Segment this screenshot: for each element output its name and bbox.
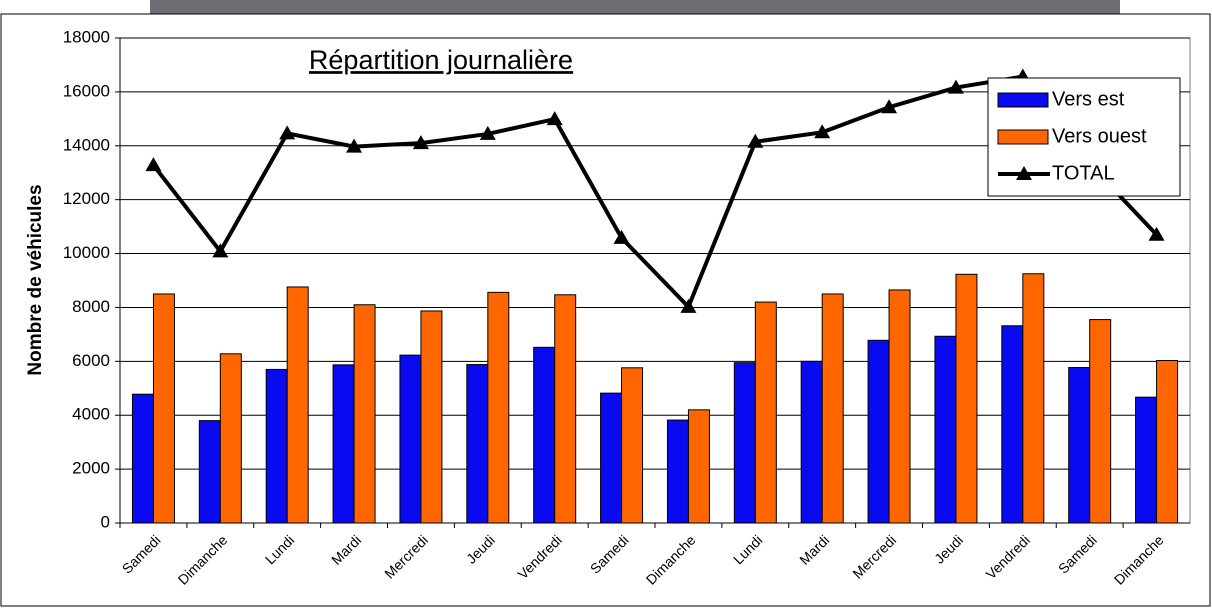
bar [1068, 367, 1091, 524]
bar [1156, 360, 1179, 524]
y-tick-label: 10000 [63, 243, 110, 262]
line-marker [279, 125, 296, 140]
bar [1089, 319, 1112, 524]
bar [399, 354, 422, 524]
bar [687, 409, 710, 524]
bar [600, 392, 623, 524]
line-marker [680, 298, 697, 313]
bar [821, 293, 844, 524]
bar [466, 364, 489, 524]
bar [1135, 396, 1158, 524]
y-tick-label: 16000 [63, 81, 110, 100]
line-marker [814, 124, 831, 139]
bar [219, 353, 242, 524]
bar [533, 346, 556, 524]
line-marker [212, 243, 229, 258]
legend-marker [1016, 166, 1032, 180]
bar [955, 273, 978, 524]
y-tick-label: 0 [101, 512, 110, 531]
bar [353, 304, 376, 524]
line-marker [145, 157, 162, 172]
y-tick-label: 14000 [63, 135, 110, 154]
bar [867, 339, 890, 524]
line-marker [613, 229, 630, 244]
line-marker [346, 138, 363, 153]
y-tick-label: 8000 [72, 297, 110, 316]
bar [554, 294, 577, 524]
legend-swatch [997, 129, 1049, 145]
bar [800, 360, 823, 524]
bar [1022, 273, 1045, 524]
bar [487, 291, 510, 524]
bar [1001, 325, 1024, 524]
line-marker [747, 133, 764, 148]
bar [265, 368, 288, 524]
bar [733, 362, 756, 524]
bar [420, 310, 443, 524]
bar [934, 335, 957, 524]
line-marker [479, 125, 496, 140]
y-tick-label: 12000 [63, 189, 110, 208]
bar [152, 293, 175, 524]
bar [286, 286, 309, 524]
chart-title: Répartition journalière [309, 45, 573, 75]
bar [198, 420, 221, 524]
line-marker [1148, 226, 1165, 241]
line-marker [947, 79, 964, 94]
bar [332, 364, 355, 524]
y-tick-label: 6000 [72, 351, 110, 370]
line-marker [412, 135, 429, 150]
bar [888, 289, 911, 524]
bar [621, 367, 644, 524]
bar [754, 301, 777, 524]
y-tick-label: 4000 [72, 405, 110, 424]
header-photo [150, 0, 1120, 14]
line-marker [546, 111, 563, 126]
line-marker [881, 99, 898, 114]
legend-label: Vers ouest [1052, 125, 1147, 147]
legend-swatch [997, 92, 1049, 108]
legend-label: Vers est [1052, 88, 1125, 110]
y-tick-label: 2000 [72, 459, 110, 478]
bar [666, 419, 689, 524]
y-tick-label: 18000 [63, 27, 110, 46]
legend-label: TOTAL [1052, 162, 1115, 184]
y-axis-label: Nombre de véhicules [25, 184, 46, 375]
bar [131, 393, 154, 524]
